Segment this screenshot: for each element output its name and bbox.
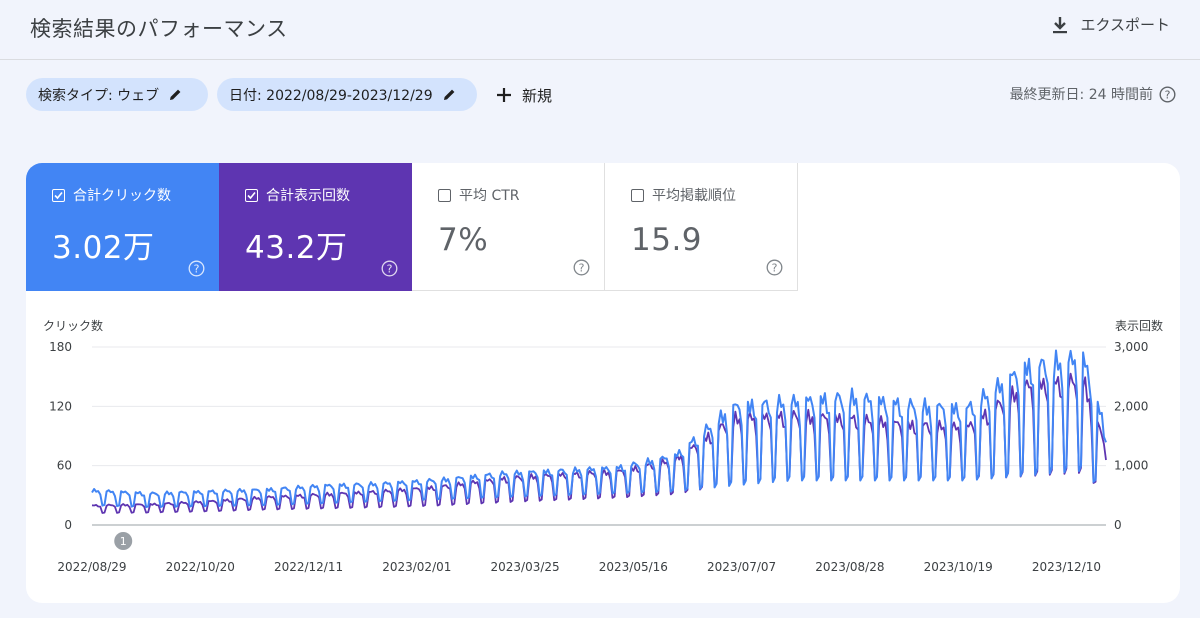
x-axis-tick-label: 2023/08/28 (815, 560, 884, 574)
plus-icon (497, 88, 511, 102)
page-title: 検索結果のパフォーマンス (30, 17, 288, 41)
search-type-filter-label: 検索タイプ: ウェブ (38, 87, 160, 104)
right-axis-tick-label: 3,000 (1114, 340, 1148, 354)
performance-card: 合計クリック数 3.02万 ? 合計表示回数 43.2万 ? 平均 CTR 7%… (26, 163, 1180, 603)
metric-average-ctr[interactable]: 平均 CTR 7% ? (412, 163, 605, 291)
checkbox-unchecked-icon[interactable] (631, 188, 644, 202)
right-axis-tick-label: 1,000 (1114, 459, 1148, 473)
metric-label: 平均掲載順位 (652, 188, 736, 204)
svg-text:?: ? (387, 263, 393, 276)
left-axis-tick-label: 180 (49, 340, 72, 354)
help-icon[interactable]: ? (1159, 85, 1176, 103)
last-updated: 最終更新日: 24 時間前 ? (1010, 84, 1176, 104)
help-icon[interactable]: ? (573, 259, 590, 276)
metric-average-position[interactable]: 平均掲載順位 15.9 ? (605, 163, 798, 291)
metric-label: 合計表示回数 (266, 188, 350, 204)
left-axis-tick-label: 60 (57, 459, 72, 473)
left-axis-tick-label: 120 (49, 399, 72, 413)
x-axis-tick-label: 2022/12/11 (274, 560, 343, 574)
left-axis-tick-label: 0 (64, 518, 72, 532)
help-icon[interactable]: ? (188, 260, 205, 277)
right-axis-tick-label: 2,000 (1114, 399, 1148, 413)
metric-value: 7% (438, 222, 489, 258)
metric-value: 15.9 (631, 222, 703, 258)
svg-text:?: ? (194, 263, 200, 276)
metric-label: 合計クリック数 (73, 188, 171, 204)
metric-label: 平均 CTR (459, 188, 520, 204)
checkbox-unchecked-icon[interactable] (438, 188, 451, 202)
edit-pencil-icon (443, 89, 455, 100)
help-icon[interactable]: ? (381, 260, 398, 277)
performance-chart[interactable]: クリック数 表示回数 0 60 120 180 0 1,000 2,000 3,000 20… (26, 291, 1180, 603)
x-axis-tick-label: 2022/10/20 (166, 560, 235, 574)
date-filter-label: 日付: 2022/08/29-2023/12/29 (229, 87, 433, 104)
x-axis-tick-label: 2023/12/10 (1032, 560, 1101, 574)
page-header: 検索結果のパフォーマンス エクスポート (0, 0, 1200, 60)
metric-value: 43.2万 (245, 230, 348, 266)
right-axis-tick-label: 0 (1114, 518, 1122, 532)
checkbox-checked-icon[interactable] (52, 188, 65, 202)
metric-total-clicks[interactable]: 合計クリック数 3.02万 ? (26, 163, 219, 291)
left-axis-title: クリック数 (43, 318, 103, 333)
help-icon[interactable]: ? (766, 259, 783, 276)
right-axis-title: 表示回数 (1115, 318, 1163, 333)
clicks-line (91, 349, 1107, 509)
search-type-filter-chip[interactable]: 検索タイプ: ウェブ (26, 78, 208, 111)
x-axis-tick-label: 2023/05/16 (599, 560, 668, 574)
export-button[interactable]: エクスポート (1052, 14, 1170, 35)
checkbox-checked-icon[interactable] (245, 188, 258, 202)
svg-text:?: ? (579, 262, 585, 275)
x-axis-tick-label: 2023/07/07 (707, 560, 776, 574)
last-updated-text: 最終更新日: 24 時間前 (1009, 87, 1153, 103)
export-label: エクスポート (1080, 16, 1170, 34)
metric-value: 3.02万 (52, 230, 155, 266)
svg-text:?: ? (1165, 88, 1171, 101)
x-axis-tick-label: 2023/10/19 (924, 560, 993, 574)
date-filter-chip[interactable]: 日付: 2022/08/29-2023/12/29 (217, 78, 477, 111)
edit-pencil-icon (170, 89, 181, 100)
x-axis-tick-label: 2022/08/29 (57, 560, 126, 574)
x-axis-tick-label: 2023/02/01 (382, 560, 451, 574)
svg-text:?: ? (772, 262, 778, 275)
annotation-marker (114, 532, 133, 550)
metric-total-impressions[interactable]: 合計表示回数 43.2万 ? (219, 163, 412, 291)
new-filter-button[interactable]: 新規 (496, 79, 552, 111)
new-filter-label: 新規 (522, 86, 553, 105)
x-axis-tick-label: 2023/03/25 (490, 560, 559, 574)
download-icon (1053, 16, 1068, 33)
annotation-label: 1 (120, 535, 127, 548)
